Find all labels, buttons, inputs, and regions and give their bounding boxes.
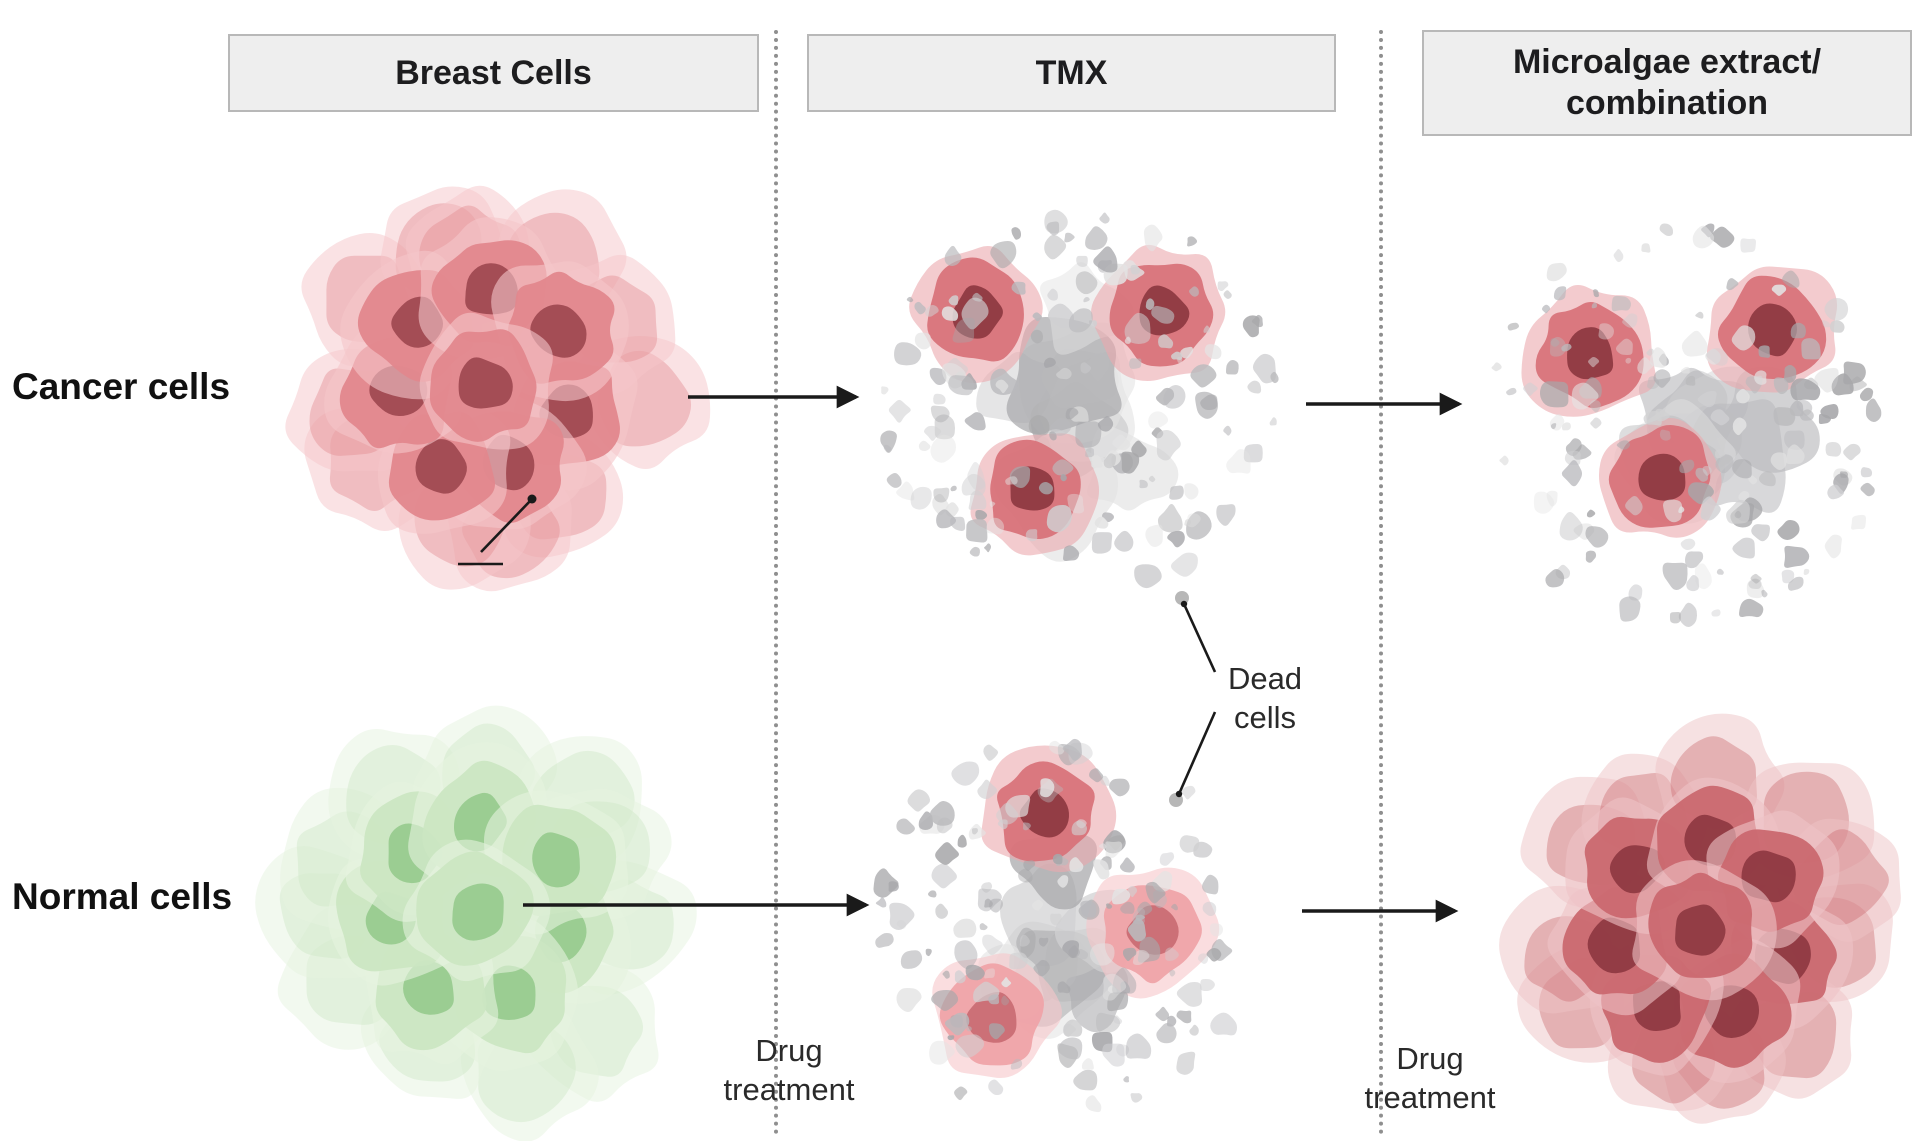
dotted-divider-right xyxy=(1379,30,1383,1135)
drug-treatment-label-right: Drug treatment xyxy=(1364,1041,1496,1115)
column-header-tmx: TMX xyxy=(807,34,1336,112)
column-header-label: TMX xyxy=(1035,53,1108,92)
column-header-breast-cells: Breast Cells xyxy=(228,34,759,112)
normal-cells-cluster-illustration xyxy=(255,705,697,1141)
column-header-label: Microalgae extract/ combination xyxy=(1512,43,1822,122)
microalgae-treated-normal-cluster-illustration xyxy=(1499,713,1901,1124)
drug-treatment-label-left: Drug treatment xyxy=(723,1033,855,1107)
dotted-divider-left xyxy=(774,30,778,1135)
microalgae-treated-cancer-cluster-illustration xyxy=(1491,223,1882,628)
dead-cells-label: Dead cells xyxy=(1227,661,1303,735)
tmx-treated-normal-cluster-illustration xyxy=(873,738,1238,1113)
row-label-normal-cells: Normal cells xyxy=(12,876,233,917)
column-header-microalgae: Microalgae extract/ combination xyxy=(1422,30,1912,136)
column-header-label: Breast Cells xyxy=(395,53,592,92)
cancer-cells-cluster-illustration xyxy=(285,185,711,592)
tmx-treated-cancer-cluster-illustration xyxy=(880,209,1279,589)
row-label-cancer-cells: Cancer cells xyxy=(12,366,231,407)
